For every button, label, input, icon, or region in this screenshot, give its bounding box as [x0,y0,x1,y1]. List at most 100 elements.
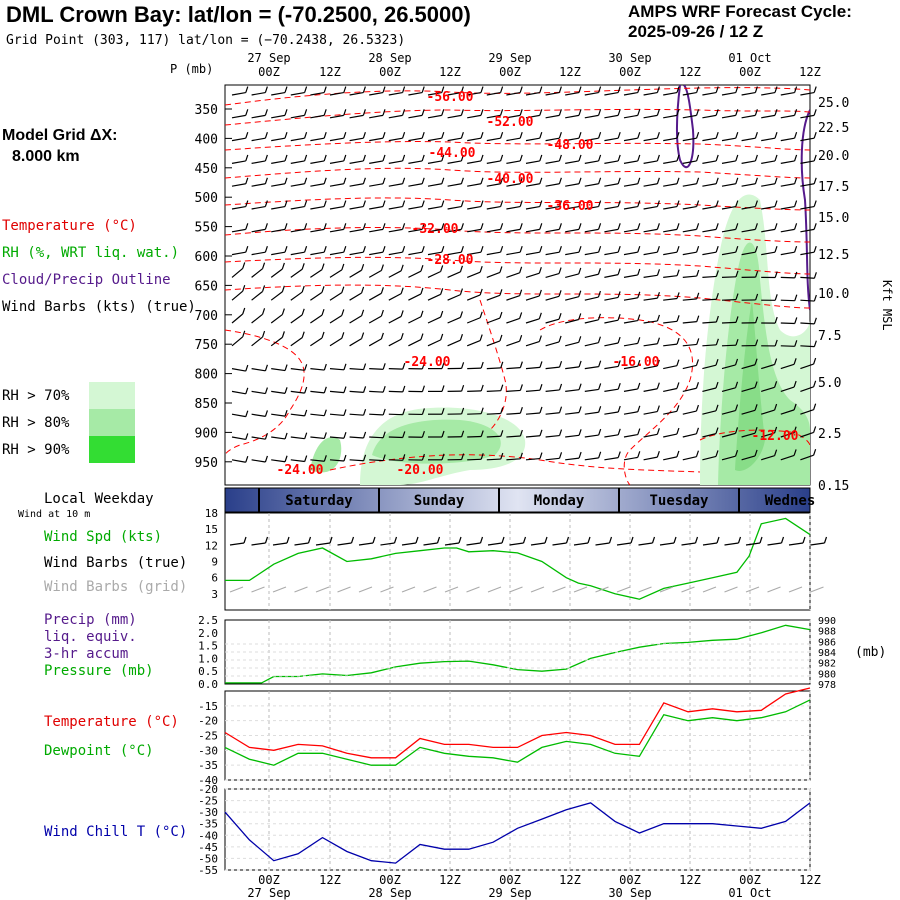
wind-barb-shaft [682,183,697,187]
wind-barb-shaft [251,251,266,256]
wind-barb-shaft [388,315,402,324]
wind-barb-flag [343,154,347,162]
surface-wind-barb [423,542,438,546]
wind-barb-shaft [800,276,815,279]
wind-barb-flag [754,358,758,365]
wind-barb-flag [461,453,465,460]
time-tick-bottom: 12Z [679,873,701,887]
surface-wind-barb [767,542,782,546]
wind-barb-flag [696,177,700,184]
time-height-panel [224,84,811,486]
wind-barb-flag [500,430,504,437]
temperature-contour-label: -16.00 [613,355,660,370]
wind-barb-shaft [584,91,599,96]
wind-barb-shaft [251,336,263,347]
wind-barb-shaft [584,366,599,370]
wind-barb-flag [382,245,386,253]
wind-barb-shaft [623,251,638,256]
wind-barb-flag [793,358,797,365]
wind-barb-flag [500,223,504,230]
wind-barb-flag [676,86,680,93]
wind-barb-flag [637,428,641,435]
surface-wind-barb [595,542,610,546]
wind-barb-flag [323,245,327,253]
wind-barb-flag [460,109,464,116]
wind-barb-flag [539,452,543,459]
model-grid-label: Model Grid ΔX: [2,127,118,144]
wind-barb-flag [480,200,484,207]
temperature-contour-label: -32.00 [412,222,459,237]
wind-barb-shaft [231,205,246,210]
wind-barb-flag [402,431,406,438]
wind-barb-flag [578,360,582,368]
wind-barb-flag [519,361,523,368]
wind-barb-flag [637,131,641,139]
wind-barb-shaft [290,459,305,463]
wind-barb-shaft [349,269,362,278]
wind-barb-shaft [565,160,580,164]
wind-barb-flag [284,177,288,184]
wind-barb-flag [380,264,384,271]
wind-barb-flag [382,109,386,116]
temperature-line [224,687,811,759]
wind-barb-shaft [467,251,482,256]
wind-barb-flag [735,223,739,230]
wind-barb-flag [519,384,523,391]
wind-barb-flag [774,86,778,93]
wind-barb-flag [598,223,602,230]
wind-barb-flag [715,131,719,139]
wind-barb-shaft [447,205,462,210]
time-tick-bottom: 00Z [619,873,641,887]
wind-barb-flag [400,333,404,340]
wind-barb-flag [696,131,700,139]
wind-barb-shaft [369,114,384,119]
wind-barb-shaft [447,91,462,96]
surface-wind-barb [444,542,460,546]
wind-barb-flag [441,154,445,162]
surface-wind-barb-flag [329,536,333,544]
wind-barb-shaft [682,298,697,301]
wind-barb-flag [813,200,817,207]
precip-legend: Precip (mm) [44,612,137,628]
wind-barb-shaft [310,205,325,210]
wind-barb-flag [441,200,445,207]
wind-barb-shaft [329,436,344,439]
wind-barb-shaft [369,436,384,439]
wind-barb-shaft [721,251,736,256]
wind-barb-flag [793,449,797,456]
wind-barb-shaft [741,91,756,96]
grid-wind-barb [487,586,502,593]
wind-barb-flag [421,431,425,438]
wind-barb-flag [421,453,425,461]
wind-barb-flag [261,308,266,315]
wind-barb-shaft [231,390,246,395]
time-tick-bottom: 12Z [439,873,461,887]
surface-wind-barb-flag [608,536,613,544]
wind-chill-tick: -30 [198,806,218,819]
wind-barb-shaft [329,459,344,462]
grid-wind-barb [788,586,803,593]
wind-barb-shaft [643,343,658,347]
wind-barb-flag [284,455,288,462]
wind-barb-shaft [329,413,344,417]
wind-barb-shaft [349,338,362,347]
date-label-top: 27 Sep [247,51,290,65]
wind-barb-flag [284,223,288,230]
time-tick-bottom: 00Z [258,873,280,887]
wind-barb-flag [538,312,542,319]
wind-barb-flag [656,154,660,162]
date-label-bottom: 01 Oct [728,886,771,900]
wind-barb-flag [755,316,759,323]
wind-barb-flag [656,131,660,139]
wind-barb-shaft [702,387,717,392]
date-label-bottom: 28 Sep [368,886,411,900]
wind-barb-flag [539,177,543,184]
wind-speed-tick: 3 [211,588,218,601]
surface-wind-barb [294,542,309,546]
wind-barb-flag [578,131,582,139]
wind-barb-flag [539,154,543,162]
grid-wind-barb [638,586,652,593]
wind-barb-flag [813,380,817,388]
wind-barb-shaft [761,409,775,415]
wind-barb-shaft [702,321,717,324]
